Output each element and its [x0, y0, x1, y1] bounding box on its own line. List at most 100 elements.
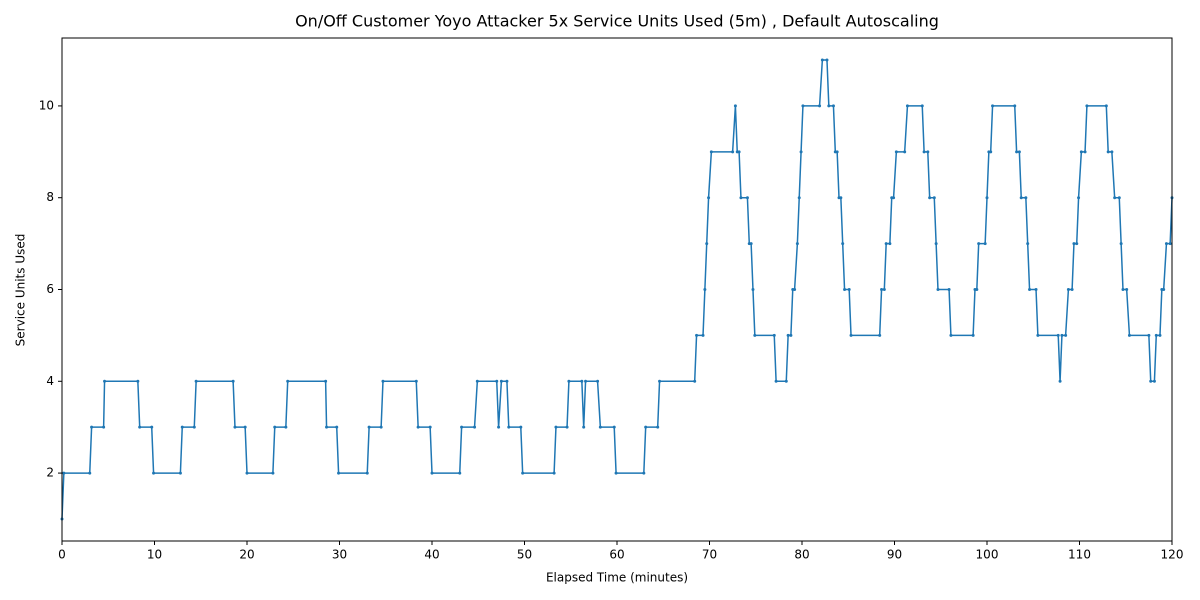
data-point — [841, 242, 845, 246]
y-tick-label: 6 — [46, 282, 54, 296]
data-point — [1019, 196, 1023, 200]
x-tick-label: 70 — [702, 548, 717, 562]
data-point — [922, 150, 926, 154]
data-point — [1152, 379, 1156, 383]
data-point — [473, 425, 477, 429]
data-point — [1064, 333, 1068, 337]
data-point — [835, 150, 839, 154]
data-point — [818, 104, 822, 108]
data-point — [705, 242, 709, 246]
data-point — [458, 471, 462, 475]
data-point — [975, 288, 979, 291]
data-point — [178, 471, 182, 475]
data-point — [505, 379, 509, 383]
data-point — [772, 333, 776, 337]
data-point — [475, 379, 479, 383]
data-point — [701, 333, 705, 337]
data-point — [1110, 150, 1114, 154]
data-point — [825, 58, 829, 62]
data-point — [827, 104, 831, 108]
data-point — [749, 242, 753, 246]
data-point — [737, 150, 741, 154]
data-point — [381, 379, 385, 383]
data-point — [180, 425, 184, 429]
data-point — [849, 333, 853, 337]
data-point — [1083, 150, 1087, 154]
x-axis-label: Elapsed Time (minutes) — [546, 571, 688, 585]
x-tick-label: 0 — [58, 548, 66, 562]
data-point — [552, 471, 556, 475]
data-point — [192, 425, 196, 429]
data-point — [795, 242, 799, 246]
data-point — [580, 379, 584, 383]
data-point — [460, 425, 464, 429]
data-point — [1164, 242, 1168, 246]
x-tick-label: 50 — [517, 548, 532, 562]
data-point — [932, 196, 936, 200]
data-point — [565, 425, 569, 429]
data-point — [1017, 150, 1021, 154]
data-point — [335, 425, 339, 429]
data-point — [1117, 196, 1121, 200]
data-point — [1026, 242, 1030, 246]
data-point — [90, 425, 94, 429]
data-point — [1036, 333, 1040, 337]
data-point — [642, 471, 646, 475]
data-point — [745, 196, 749, 200]
data-point — [753, 333, 757, 337]
data-point — [1121, 288, 1125, 291]
data-point — [784, 379, 788, 383]
data-point — [1024, 196, 1028, 200]
data-point — [554, 425, 558, 429]
data-point — [707, 196, 711, 200]
data-point — [656, 425, 660, 429]
chart-title: On/Off Customer Yoyo Attacker 5x Service… — [295, 12, 939, 31]
data-point — [888, 242, 892, 246]
data-point — [739, 196, 743, 200]
data-point — [1168, 242, 1172, 246]
data-point — [797, 196, 801, 200]
data-point — [793, 288, 797, 291]
data-point — [920, 104, 924, 108]
data-point — [598, 425, 602, 429]
data-point — [325, 425, 329, 429]
data-point — [709, 150, 713, 154]
y-axis-label: Service Units Used — [14, 234, 28, 347]
data-point — [1034, 288, 1038, 291]
data-point — [324, 379, 328, 383]
data-point — [693, 379, 697, 383]
data-point — [365, 471, 369, 475]
x-tick-label: 80 — [794, 548, 809, 562]
x-tick-label: 30 — [332, 548, 347, 562]
data-point — [1158, 333, 1162, 337]
data-point — [194, 379, 198, 383]
data-point — [983, 242, 987, 246]
data-point — [934, 242, 938, 246]
data-point — [847, 288, 851, 291]
x-tick-label: 20 — [239, 548, 254, 562]
data-point — [1072, 242, 1076, 246]
data-point — [843, 288, 847, 291]
data-point — [977, 242, 981, 246]
data-point — [1075, 242, 1079, 246]
data-point — [695, 333, 699, 337]
data-point — [971, 333, 975, 337]
data-point — [596, 379, 600, 383]
data-point — [286, 379, 290, 383]
data-point — [507, 425, 511, 429]
data-point — [880, 288, 884, 291]
data-point — [892, 196, 896, 200]
x-tick-label: 10 — [147, 548, 162, 562]
data-point — [644, 425, 648, 429]
data-point — [1149, 379, 1153, 383]
data-point — [926, 150, 930, 154]
y-tick-label: 2 — [46, 466, 54, 480]
data-point — [1085, 104, 1089, 108]
data-point — [894, 150, 898, 154]
data-point — [1066, 288, 1070, 291]
data-point — [947, 288, 951, 291]
data-point — [703, 288, 707, 291]
data-point — [903, 150, 907, 154]
